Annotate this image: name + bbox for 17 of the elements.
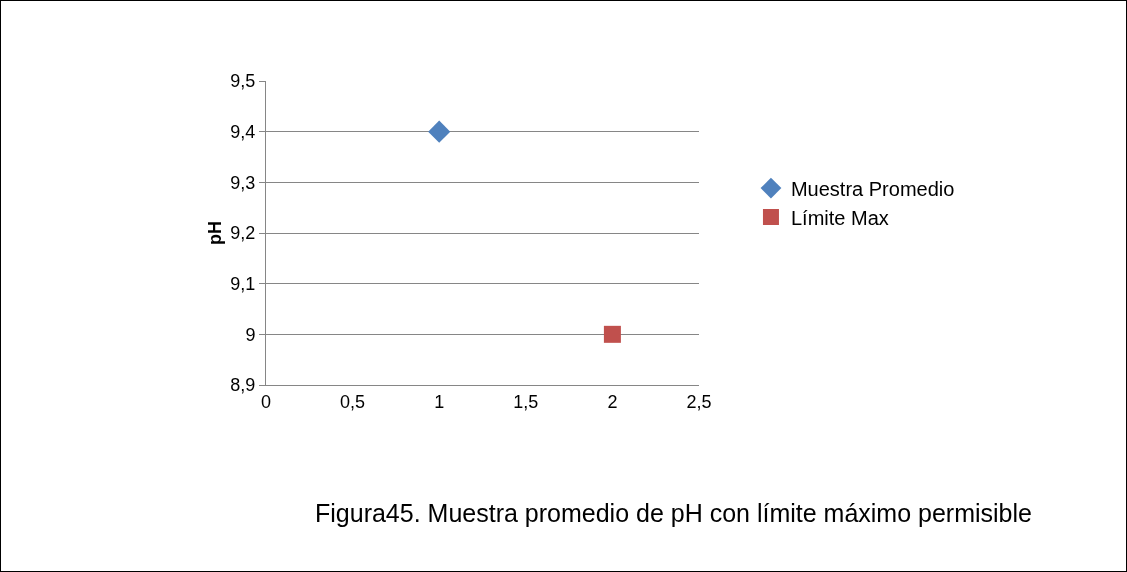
x-tick-label: 2 <box>607 391 618 412</box>
legend-label: Límite Max <box>790 206 889 229</box>
x-tick-label: 1,5 <box>513 391 539 412</box>
y-tick-label: 8,9 <box>230 375 256 396</box>
y-tick-label: 9,5 <box>230 71 256 92</box>
x-tick-label: 0 <box>260 391 272 412</box>
y-tick-label: 9 <box>245 324 256 345</box>
x-tick-label: 2,5 <box>686 391 712 412</box>
x-tick-label: 0,5 <box>340 391 366 412</box>
text: Figura45. Muestra promedio de pH con límite máximo permisible <box>315 499 1032 527</box>
x-tick-label: 1 <box>434 391 445 412</box>
y-tick-label: 9,2 <box>230 223 256 244</box>
legend-label: Muestra Promedio <box>790 177 955 200</box>
y-tick-label: 9,1 <box>230 273 256 294</box>
y-tick-label: 9,3 <box>230 172 256 193</box>
y-tick-label: 9,4 <box>230 121 256 142</box>
y-axis-title: pH <box>204 221 225 245</box>
